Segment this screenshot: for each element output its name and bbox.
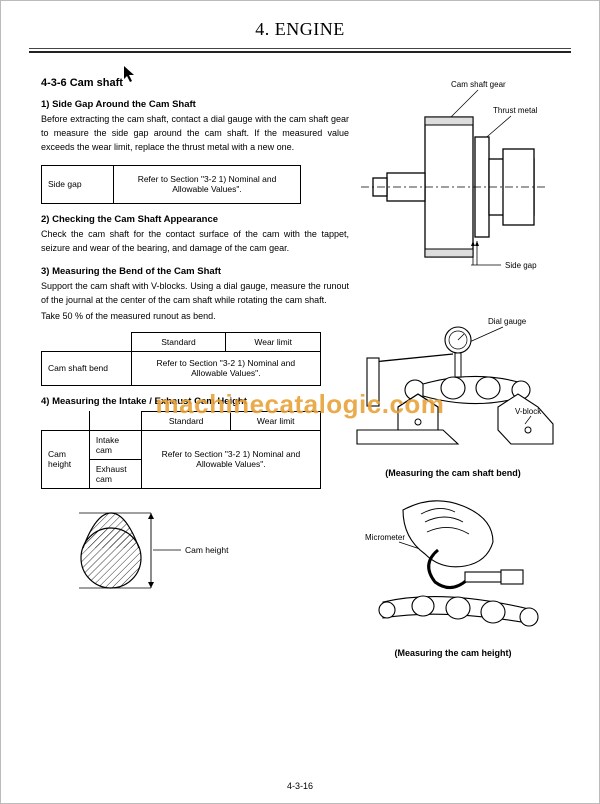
subhead-3: 3) Measuring the Bend of the Cam Shaft xyxy=(41,266,349,277)
page-footer: 4-3-16 xyxy=(1,781,599,791)
cursor-icon xyxy=(123,65,139,88)
tbl3-h3: Standard xyxy=(141,411,231,430)
table-cam-bend: Standard Wear limit Cam shaft bend Refer… xyxy=(41,332,321,386)
tbl3-r2c2: Exhaust cam xyxy=(89,459,141,488)
tbl2-r1c2: Refer to Section "3-2 1) Nominal and All… xyxy=(131,351,320,385)
tbl3-r1c1: Cam height xyxy=(42,430,90,488)
fig2-label-vblock: V-block xyxy=(515,407,542,416)
subhead-4: 4) Measuring the Intake / Exhaust Cam He… xyxy=(41,396,349,407)
fig2-label-dial: Dial gauge xyxy=(488,317,527,326)
fig1-label-thrust: Thrust metal xyxy=(493,106,538,115)
tbl2-h2: Standard xyxy=(131,332,226,351)
fig2-caption: (Measuring the cam shaft bend) xyxy=(343,468,563,478)
tbl2-h3: Wear limit xyxy=(226,332,321,351)
tbl3-merged: Refer to Section "3-2 1) Nominal and All… xyxy=(141,430,320,488)
tbl3-r1c2: Intake cam xyxy=(89,430,141,459)
tbl1-r1c2: Refer to Section "3-2 1) Nominal and All… xyxy=(114,165,301,203)
para-3b: Take 50 % of the measured runout as bend… xyxy=(41,310,349,324)
fig1-label-gap: Side gap xyxy=(505,261,537,270)
title-rule-bold xyxy=(29,51,571,53)
fig-cam-bend: Dial gauge xyxy=(343,312,563,478)
title-rule xyxy=(29,48,571,49)
subhead-2: 2) Checking the Cam Shaft Appearance xyxy=(41,214,349,225)
subhead-1: 1) Side Gap Around the Cam Shaft xyxy=(41,99,349,110)
para-3: Support the cam shaft with V-blocks. Usi… xyxy=(41,280,349,308)
fig4-label: Cam height xyxy=(185,545,229,555)
fig-cam-height-diagram: Cam height xyxy=(41,503,349,610)
para-1: Before extracting the cam shaft, contact… xyxy=(41,113,349,155)
tbl1-r1c1: Side gap xyxy=(42,165,114,203)
page-title: 4. ENGINE xyxy=(1,1,599,48)
tbl2-r1c1: Cam shaft bend xyxy=(42,351,132,385)
table-side-gap: Side gap Refer to Section "3-2 1) Nomina… xyxy=(41,165,301,204)
para-2: Check the cam shaft for the contact surf… xyxy=(41,228,349,256)
fig3-label-micro: Micrometer xyxy=(365,533,405,542)
tbl3-h4: Wear limit xyxy=(231,411,321,430)
fig-camshaft-gear: Cam shaft gear Thrust metal xyxy=(343,77,563,304)
fig1-label-gear: Cam shaft gear xyxy=(451,80,506,89)
table-cam-height: Standard Wear limit Cam height Intake ca… xyxy=(41,411,321,489)
section-number-text: 4-3-6 Cam shaft xyxy=(41,77,123,89)
fig3-caption: (Measuring the cam height) xyxy=(343,648,563,658)
fig-cam-height: Micrometer (Measuring the cam heig xyxy=(343,492,563,658)
